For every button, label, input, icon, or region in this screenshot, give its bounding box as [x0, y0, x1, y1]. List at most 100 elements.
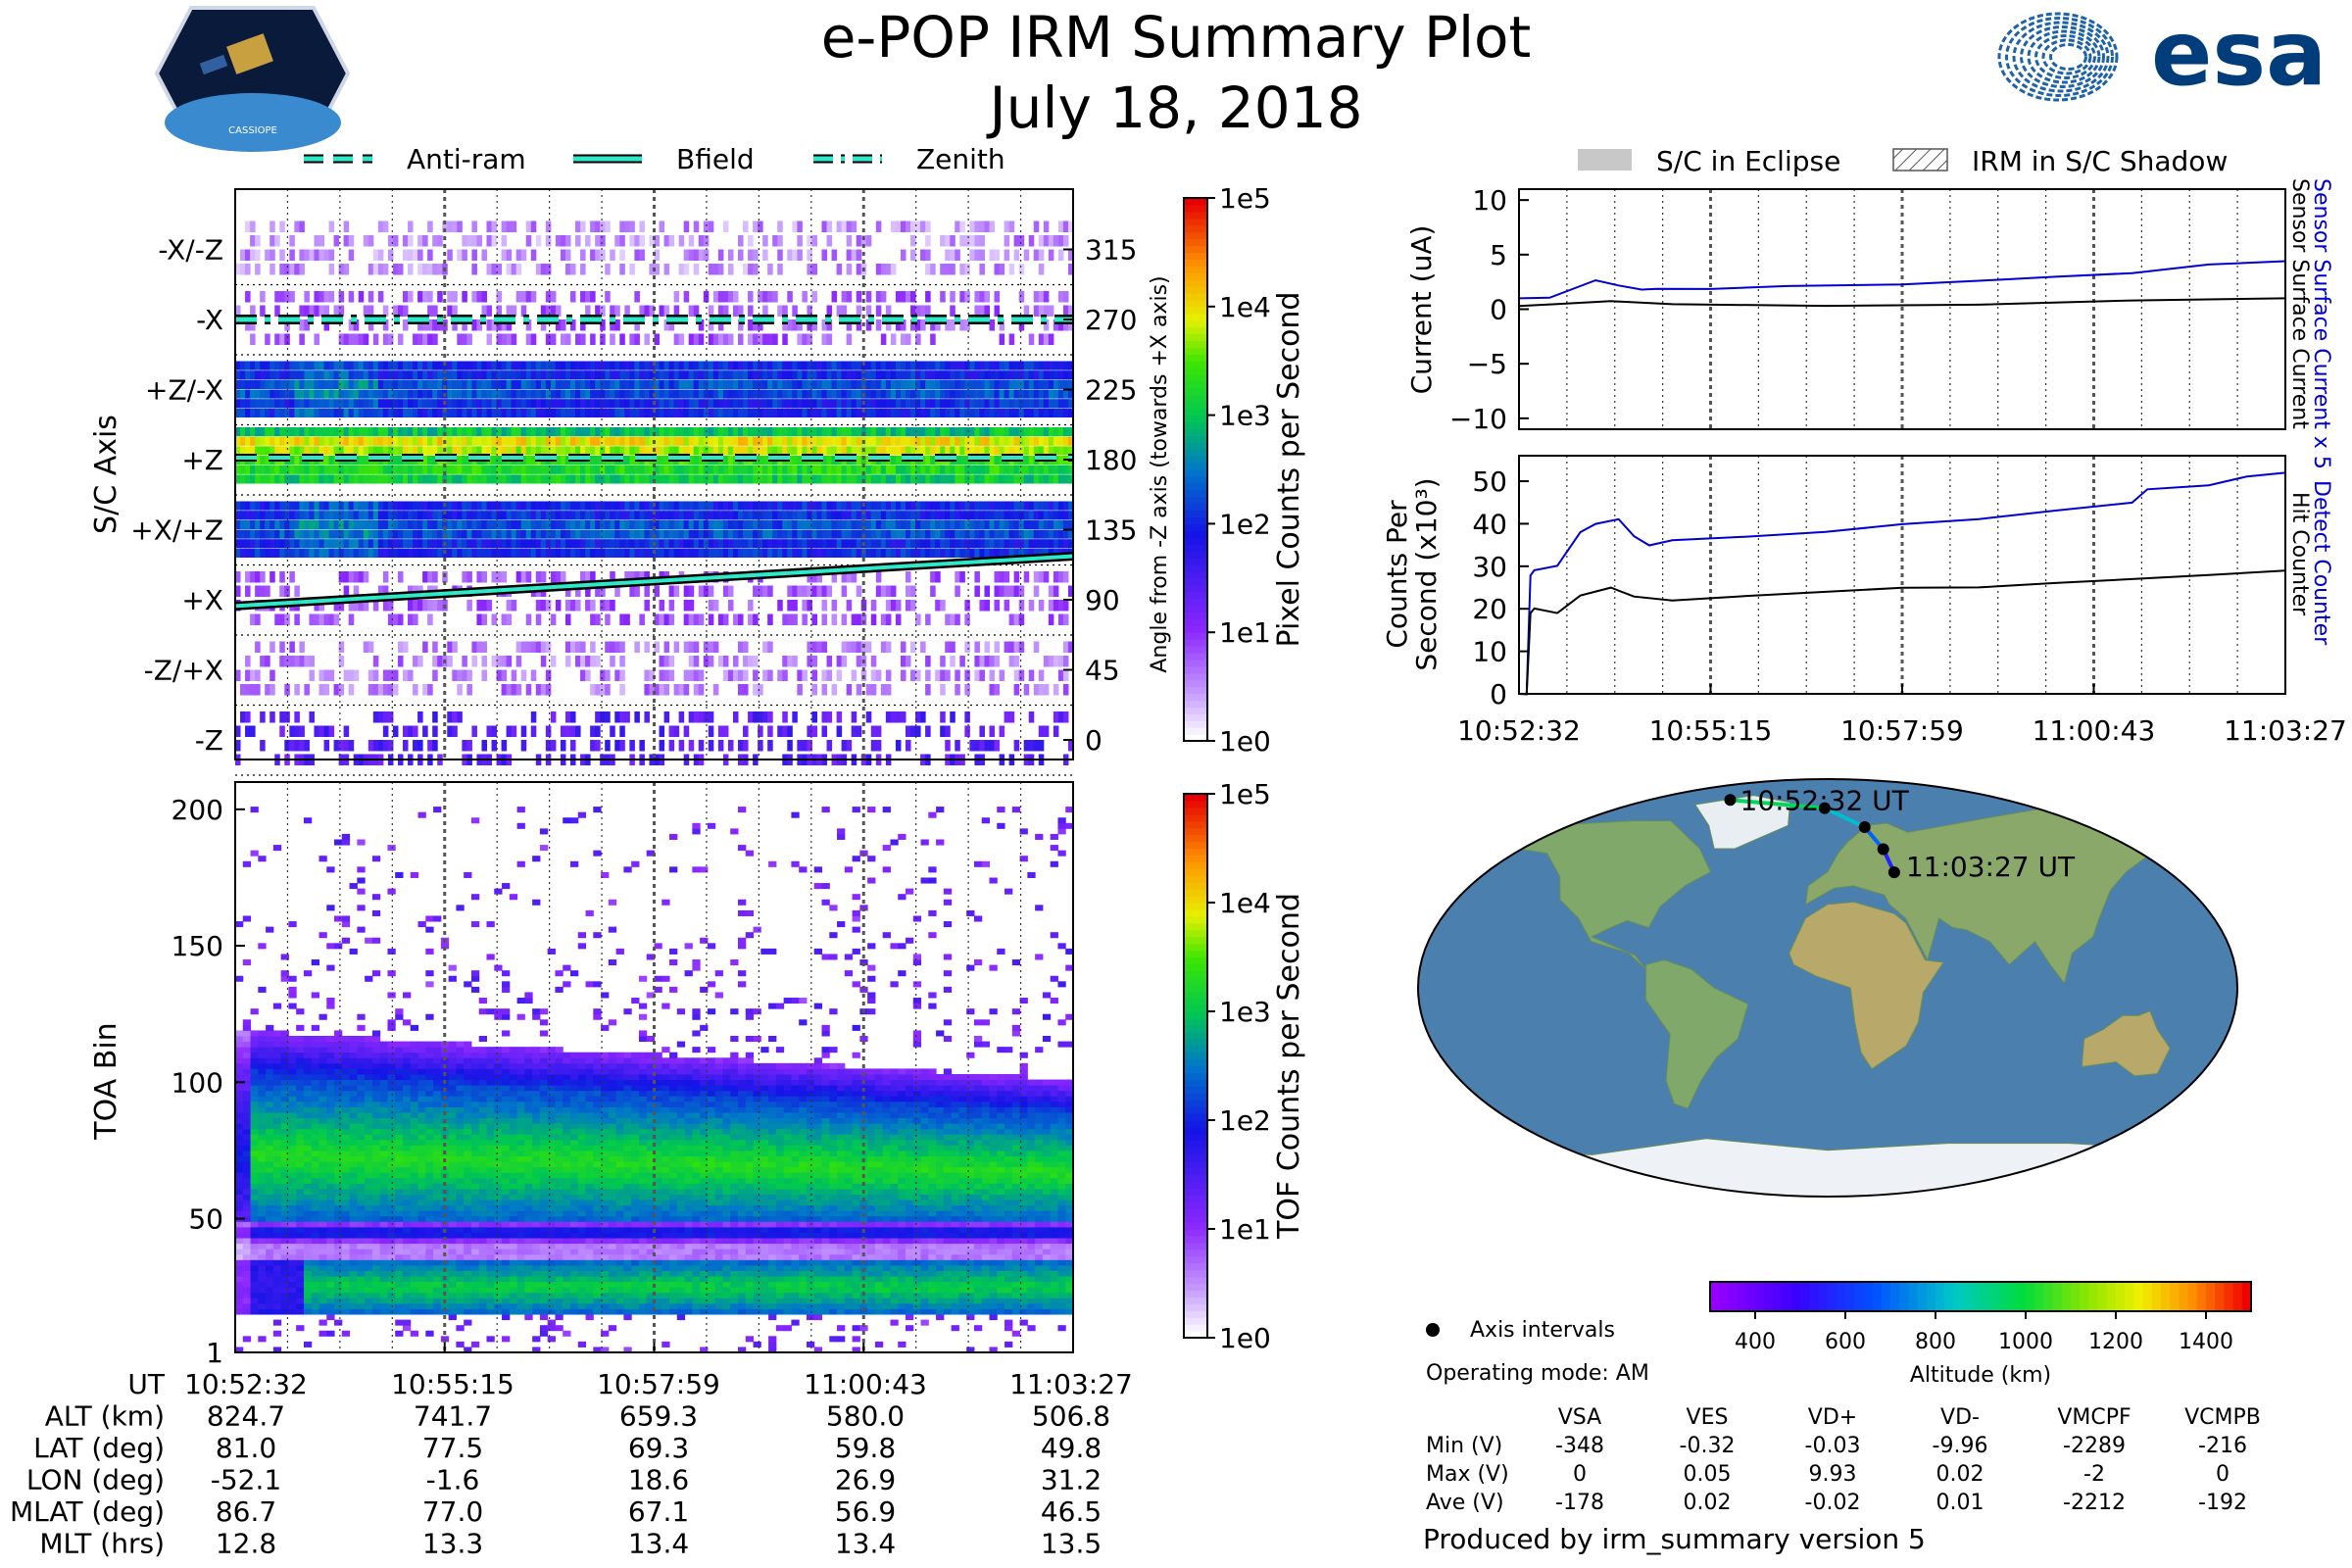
- spectrogram-cell: [708, 740, 714, 752]
- spectrogram-cell: [678, 370, 685, 380]
- spectrogram-cell: [792, 436, 798, 446]
- spectrogram-cell: [772, 465, 778, 474]
- spectrogram-cell: [397, 641, 404, 653]
- spectrogram-cell: [753, 501, 759, 511]
- spectrogram-cell: [624, 436, 630, 446]
- spectrogram-cell: [836, 501, 843, 511]
- spectrogram-cell: [343, 389, 350, 399]
- spectrogram-cell: [585, 427, 591, 437]
- spectrogram-cell: [452, 305, 458, 317]
- spectrogram-cell: [974, 291, 980, 303]
- spectrogram-cell: [950, 548, 956, 558]
- spectrogram-cell: [753, 548, 759, 558]
- spectrogram-cell: [570, 436, 576, 446]
- spectrogram-cell: [906, 389, 911, 399]
- spectrogram-cell: [417, 501, 423, 511]
- spectrogram-cell: [945, 501, 951, 511]
- spectrogram-cell: [712, 291, 719, 303]
- spectrogram-cell: [1057, 456, 1064, 466]
- spectrogram-cell: [890, 474, 897, 484]
- spectrogram-cell: [289, 361, 295, 370]
- colorbar-segment: [1184, 475, 1207, 484]
- spectrogram-cell: [368, 370, 374, 380]
- spectrogram-cell: [1018, 511, 1025, 520]
- spectrogram-cell: [663, 669, 670, 681]
- spectrogram-cell: [392, 474, 399, 484]
- spectrogram-cell: [663, 511, 670, 520]
- spectrogram-cell: [639, 370, 645, 380]
- spectrogram-cell: [314, 427, 319, 437]
- spectrogram-cell: [1062, 235, 1069, 247]
- spectrogram-cell: [270, 669, 275, 681]
- spectrogram-cell: [338, 548, 345, 558]
- spectrogram-cell: [279, 641, 285, 653]
- spectrogram-cell: [885, 427, 892, 437]
- colorbar-segment: [1184, 354, 1207, 362]
- spectrogram-cell: [979, 529, 985, 539]
- spectrogram-cell: [466, 408, 472, 417]
- spectrogram-cell: [422, 379, 428, 389]
- spectrogram-cell: [348, 613, 355, 625]
- spectrogram-cell: [807, 370, 812, 380]
- spectrogram-cell: [1018, 370, 1025, 380]
- spectrogram-cell: [397, 436, 404, 446]
- spectrogram-cell: [984, 501, 990, 511]
- spectrogram-cell: [343, 220, 350, 232]
- spectrogram-cell: [663, 408, 670, 417]
- spectrogram-cell: [1033, 291, 1040, 303]
- spectrogram-cell: [242, 1123, 252, 1130]
- spectrogram-cell: [1057, 529, 1064, 539]
- spectrogram-cell: [299, 511, 305, 520]
- spectrogram-cell: [860, 613, 867, 625]
- spectrogram-cell: [1033, 641, 1040, 653]
- spectrogram-cell: [698, 585, 705, 597]
- spectrogram-cell: [575, 389, 581, 399]
- spectrogram-cell: [309, 539, 315, 549]
- spectrogram-cell: [836, 436, 843, 446]
- spectrogram-cell: [777, 220, 783, 232]
- spectrogram-cell: [678, 501, 685, 511]
- spectrogram-cell: [413, 361, 418, 370]
- spectrogram-cell: [427, 305, 433, 317]
- spectrogram-cell: [235, 1204, 244, 1211]
- spectrogram-cell: [1062, 446, 1069, 456]
- spectrogram-cell: [772, 291, 778, 303]
- spectrogram-cell: [979, 656, 985, 667]
- spectrogram-cell: [466, 235, 472, 247]
- spectrogram-cell: [585, 465, 591, 474]
- spectrogram-cell: [274, 389, 280, 399]
- spectrogram-cell: [358, 427, 365, 437]
- spectrogram-cell: [885, 370, 892, 380]
- spectrogram-cell: [787, 548, 793, 558]
- spectrogram-cell: [1023, 427, 1030, 437]
- spectrogram-cell: [959, 529, 965, 539]
- spectrogram-cell: [945, 361, 951, 370]
- spectrogram-cell: [372, 474, 379, 484]
- spectrogram-cell: [856, 684, 862, 696]
- spectrogram-cell: [397, 361, 404, 370]
- spectrogram-cell: [314, 613, 319, 625]
- spectrogram-cell: [250, 1249, 259, 1255]
- spectrogram-cell: [693, 548, 700, 558]
- spectrogram-cell: [964, 474, 970, 484]
- spectrogram-cell: [979, 305, 985, 317]
- spectrogram-cell: [358, 389, 365, 399]
- spectrogram-cell: [639, 220, 645, 232]
- spectrogram-cell: [506, 446, 513, 456]
- spectrogram-cell: [851, 220, 858, 232]
- spectrogram-cell: [427, 511, 433, 520]
- spectrogram-cell: [535, 539, 542, 549]
- spectrogram-cell: [999, 511, 1005, 520]
- spectrogram-cell: [673, 519, 680, 529]
- spectrogram-cell: [787, 539, 793, 549]
- spectrogram-cell: [753, 519, 759, 529]
- figure-title: e-POP IRM Summary Plot: [820, 4, 1532, 71]
- spectrogram-cell: [496, 379, 503, 389]
- spectrogram-cell: [1057, 319, 1064, 331]
- spectrogram-cell: [250, 1123, 259, 1130]
- spectrogram-cell: [392, 235, 399, 247]
- spectrogram-cell: [945, 389, 951, 399]
- spectrogram-cell: [964, 291, 970, 303]
- spectrogram-cell: [880, 684, 887, 696]
- spectrogram-cell: [811, 379, 817, 389]
